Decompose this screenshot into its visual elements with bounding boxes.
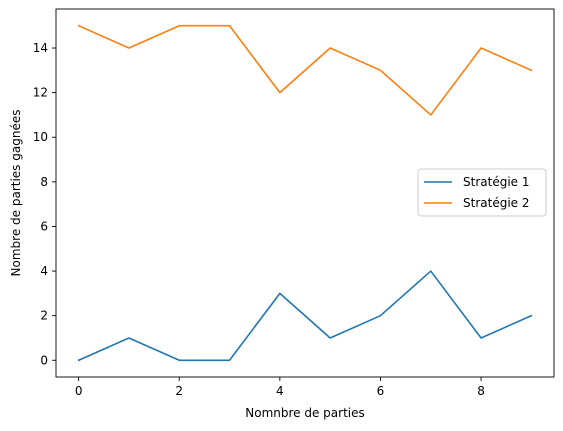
y-tick-label: 14 [33, 41, 48, 55]
legend: Stratégie 1 Stratégie 2 [417, 168, 547, 217]
y-tick-label: 2 [40, 309, 48, 323]
y-tick-label: 4 [40, 264, 48, 278]
y-tick-label: 12 [33, 86, 48, 100]
y-axis-label: Nombre de parties gagnées [9, 110, 23, 277]
x-tick-label: 0 [75, 384, 83, 398]
axes-layer [55, 8, 555, 378]
ticks-layer: 0 2 4 6 8 0 2 4 6 8 10 12 14 [33, 41, 485, 398]
legend-label-2: Stratégie 2 [463, 196, 529, 210]
series-line-1 [77, 270, 533, 362]
x-tick-label: 4 [276, 384, 284, 398]
legend-box [417, 168, 547, 217]
axes-frame [55, 8, 555, 378]
y-tick-label: 10 [33, 130, 48, 144]
legend-label-1: Stratégie 1 [463, 175, 529, 189]
x-tick-label: 8 [477, 384, 485, 398]
series-layer [77, 24, 533, 362]
y-tick-label: 0 [40, 353, 48, 367]
series-line-2 [77, 24, 533, 116]
x-tick-label: 6 [377, 384, 385, 398]
y-tick-label: 8 [40, 175, 48, 189]
x-tick-label: 2 [175, 384, 183, 398]
y-tick-label: 6 [40, 219, 48, 233]
x-axis-label: Nomnbre de parties [245, 406, 365, 420]
